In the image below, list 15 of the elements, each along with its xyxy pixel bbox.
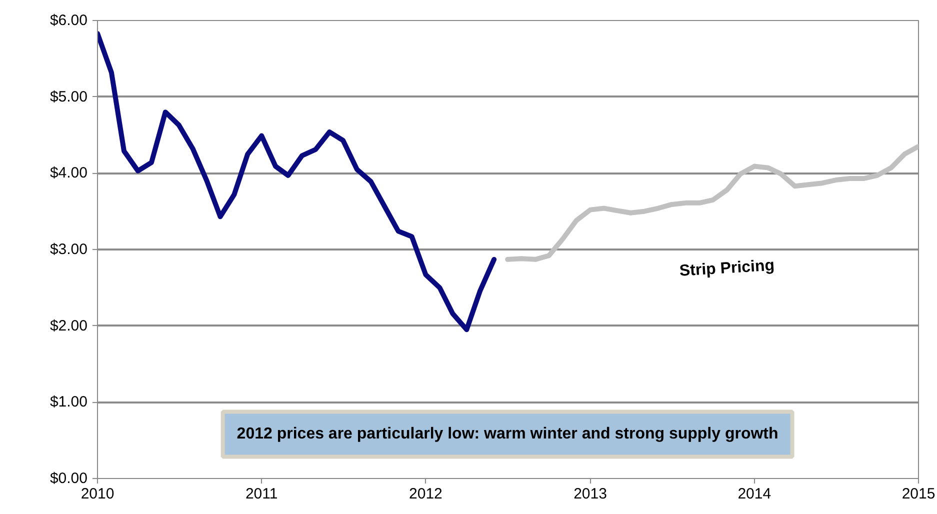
- x-tick-label: 2013: [574, 486, 607, 502]
- x-tick-label: 2014: [738, 486, 772, 502]
- annotation: 2012 prices are particularly low: warm winter and strong supply growth: [236, 426, 778, 443]
- y-tick-label: $0.00: [50, 470, 88, 487]
- y-tick-label: $1.00: [50, 394, 88, 411]
- y-tick-label: $2.00: [50, 317, 88, 334]
- x-tick-label: 2015: [902, 486, 936, 502]
- annotation: Strip Pricing: [678, 257, 775, 280]
- y-tick-label: $4.00: [50, 164, 88, 182]
- x-tick-label: 2012: [409, 486, 442, 502]
- y-tick-label: $6.00: [50, 12, 88, 29]
- x-tick-label: 2011: [245, 486, 278, 502]
- x-tick-label: 2010: [80, 486, 114, 502]
- y-tick-label: $3.00: [50, 241, 88, 258]
- y-tick-label: $5.00: [50, 88, 88, 106]
